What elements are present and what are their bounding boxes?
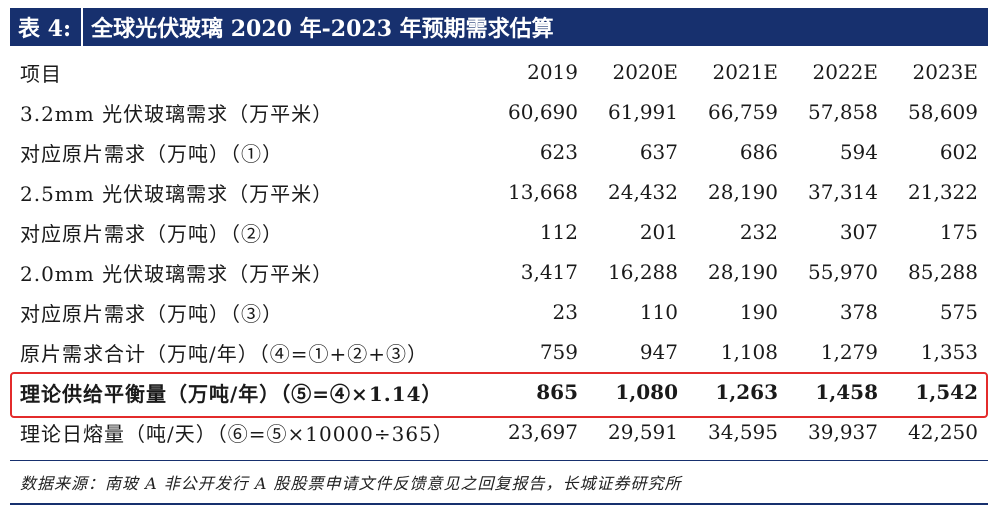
cell-value: 23,697	[508, 420, 578, 444]
cell-value: 29,591	[608, 420, 678, 444]
cell-value: 175	[939, 220, 978, 244]
cell-value: 1,108	[720, 340, 778, 364]
cell-value: 1,263	[715, 380, 778, 404]
row-label: 对应原片需求（万吨）（③）	[20, 301, 283, 326]
column-header-item: 项目	[20, 61, 62, 86]
cell-value: 57,858	[808, 100, 878, 124]
footer-divider	[10, 460, 988, 461]
cell-value: 686	[739, 140, 778, 164]
cell-value: 759	[539, 340, 578, 364]
table-row: 3.2mm 光伏玻璃需求（万平米） 60,690 61,991 66,759 5…	[10, 92, 988, 132]
table-title: 全球光伏玻璃 2020 年-2023 年预期需求估算	[91, 16, 554, 42]
cell-value: 61,991	[608, 100, 678, 124]
table-title-bar: 表 4: 全球光伏玻璃 2020 年-2023 年预期需求估算	[10, 8, 988, 46]
cell-value: 42,250	[908, 420, 978, 444]
row-label: 理论日熔量（吨/天）（⑥=⑤×10000÷365）	[20, 421, 454, 446]
cell-value: 110	[639, 300, 678, 324]
cell-value: 201	[639, 220, 678, 244]
title-divider	[81, 8, 84, 46]
highlight-box	[10, 372, 988, 418]
cell-value: 1,279	[820, 340, 878, 364]
cell-value: 190	[739, 300, 778, 324]
table-row: 2.5mm 光伏玻璃需求（万平米） 13,668 24,432 28,190 3…	[10, 172, 988, 212]
cell-value: 865	[536, 380, 578, 404]
cell-value: 637	[639, 140, 678, 164]
table-row: 2.0mm 光伏玻璃需求（万平米） 3,417 16,288 28,190 55…	[10, 252, 988, 292]
row-label: 3.2mm 光伏玻璃需求（万平米）	[20, 101, 334, 126]
column-header-2020e: 2020E	[612, 60, 679, 84]
table-row: 原片需求合计（万吨/年）（④=①+②+③） 759 947 1,108 1,27…	[10, 332, 988, 372]
bottom-divider	[10, 503, 988, 505]
source-note: 数据来源：南玻 A 非公开发行 A 股股票申请文件反馈意见之回复报告，长城证券研…	[20, 474, 682, 493]
table-row: 对应原片需求（万吨）（①） 623 637 686 594 602	[10, 132, 988, 172]
table-row: 对应原片需求（万吨）（③） 23 110 190 378 575	[10, 292, 988, 332]
row-label: 对应原片需求（万吨）（①）	[20, 141, 283, 166]
cell-value: 575	[939, 300, 978, 324]
table-header-row: 项目 2019 2020E 2021E 2022E 2023E	[10, 52, 988, 92]
cell-value: 66,759	[708, 100, 778, 124]
cell-value: 55,970	[808, 260, 878, 284]
cell-value: 23	[552, 300, 578, 324]
demand-table: 项目 2019 2020E 2021E 2022E 2023E 3.2mm 光伏…	[10, 52, 988, 452]
table-row: 对应原片需求（万吨）（②） 112 201 232 307 175	[10, 212, 988, 252]
column-header-2019: 2019	[527, 60, 578, 84]
cell-value: 28,190	[708, 180, 778, 204]
cell-value: 28,190	[708, 260, 778, 284]
cell-value: 1,080	[615, 380, 678, 404]
cell-value: 16,288	[608, 260, 678, 284]
table-row: 理论日熔量（吨/天）（⑥=⑤×10000÷365） 23,697 29,591 …	[10, 412, 988, 452]
column-header-2023e: 2023E	[912, 60, 979, 84]
cell-value: 60,690	[508, 100, 578, 124]
row-label: 理论供给平衡量（万吨/年）（⑤=④×1.14）	[20, 381, 443, 406]
column-header-2022e: 2022E	[812, 60, 879, 84]
cell-value: 34,595	[708, 420, 778, 444]
row-label: 原片需求合计（万吨/年）（④=①+②+③）	[20, 341, 429, 366]
row-label: 2.5mm 光伏玻璃需求（万平米）	[20, 181, 334, 206]
cell-value: 39,937	[808, 420, 878, 444]
cell-value: 1,353	[920, 340, 978, 364]
cell-value: 1,458	[815, 380, 878, 404]
cell-value: 1,542	[915, 380, 978, 404]
cell-value: 24,432	[608, 180, 678, 204]
cell-value: 13,668	[508, 180, 578, 204]
cell-value: 21,322	[908, 180, 978, 204]
table-number: 表 4:	[18, 16, 72, 42]
cell-value: 307	[839, 220, 878, 244]
column-header-2021e: 2021E	[712, 60, 779, 84]
cell-value: 3,417	[520, 260, 578, 284]
cell-value: 623	[539, 140, 578, 164]
cell-value: 37,314	[808, 180, 878, 204]
cell-value: 112	[539, 220, 578, 244]
row-label: 对应原片需求（万吨）（②）	[20, 221, 283, 246]
table-row-highlighted: 理论供给平衡量（万吨/年）（⑤=④×1.14） 865 1,080 1,263 …	[10, 372, 988, 412]
cell-value: 947	[639, 340, 678, 364]
demand-table-wrapper: 项目 2019 2020E 2021E 2022E 2023E 3.2mm 光伏…	[10, 52, 988, 452]
cell-value: 232	[739, 220, 778, 244]
row-label: 2.0mm 光伏玻璃需求（万平米）	[20, 261, 334, 286]
cell-value: 594	[839, 140, 878, 164]
cell-value: 85,288	[908, 260, 978, 284]
cell-value: 58,609	[908, 100, 978, 124]
cell-value: 378	[839, 300, 878, 324]
cell-value: 602	[939, 140, 978, 164]
